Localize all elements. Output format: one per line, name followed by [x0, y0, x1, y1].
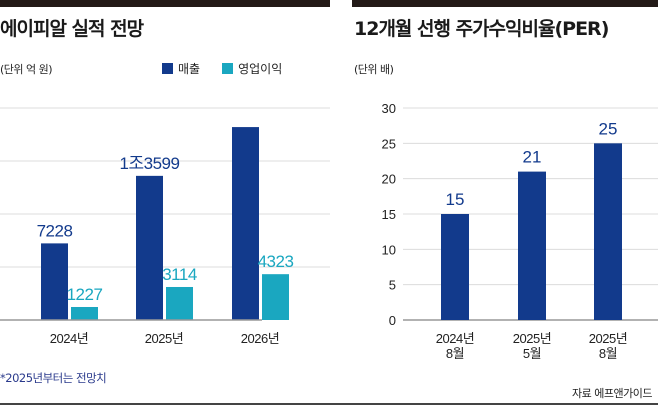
x-tick-label: 2025년	[145, 331, 183, 346]
data-label: 1227	[67, 285, 103, 304]
data-label: 15	[446, 190, 465, 209]
data-label: 4323	[258, 252, 294, 271]
legend: 매출 영업이익	[162, 60, 282, 77]
x-tick-label: 2025년	[589, 331, 627, 346]
x-tick-label: 5월	[523, 346, 541, 361]
x-tick-label: 2024년	[436, 331, 474, 346]
y-tick-label: 5	[389, 278, 396, 293]
y-tick-label: 30	[382, 101, 396, 116]
left-chart-title: 에이피알 실적 전망	[0, 18, 144, 40]
x-tick-label: 8월	[599, 346, 617, 361]
x-tick-label: 8월	[446, 346, 464, 361]
legend-swatch-sales	[162, 63, 173, 74]
bar-per	[441, 214, 469, 320]
forecast-note: *2025년부터는 전망치	[0, 371, 107, 385]
x-tick-label: 2025년	[513, 331, 551, 346]
bar-sales	[136, 175, 163, 320]
left-top-bar	[0, 0, 330, 7]
y-tick-label: 10	[382, 242, 396, 257]
y-tick-label: 15	[382, 207, 396, 222]
bar-operating-profit	[71, 306, 98, 320]
source-label: 자료 에프앤가이드	[572, 387, 652, 400]
legend-label-operating-profit: 영업이익	[238, 62, 283, 76]
bar-per	[594, 143, 622, 320]
x-tick-label: 2024년	[50, 331, 88, 346]
y-tick-label: 25	[382, 136, 396, 151]
y-tick-label: 20	[382, 172, 396, 187]
bar-per	[518, 171, 546, 320]
right-chart-title: 12개월 선행 주가수익비율(PER)	[354, 18, 609, 40]
data-label: 1조3599	[120, 154, 180, 173]
data-label: 25	[599, 119, 618, 138]
data-label: 21	[523, 148, 542, 167]
bar-sales	[41, 243, 68, 320]
bar-sales	[232, 127, 259, 320]
bottom-bar	[0, 403, 658, 405]
right-top-bar	[352, 0, 658, 7]
y-tick-label: 0	[389, 313, 396, 328]
left-unit-label: (단위 억 원)	[0, 63, 53, 76]
bar-operating-profit	[262, 274, 289, 320]
legend-swatch-operating-profit	[222, 63, 234, 74]
bar-operating-profit	[166, 286, 193, 320]
x-tick-label: 2026년	[241, 331, 279, 346]
legend-label-sales: 매출	[178, 62, 201, 76]
right-unit-label: (단위 배)	[354, 63, 394, 76]
data-label: 3114	[162, 265, 197, 284]
data-label: 7228	[37, 221, 73, 240]
